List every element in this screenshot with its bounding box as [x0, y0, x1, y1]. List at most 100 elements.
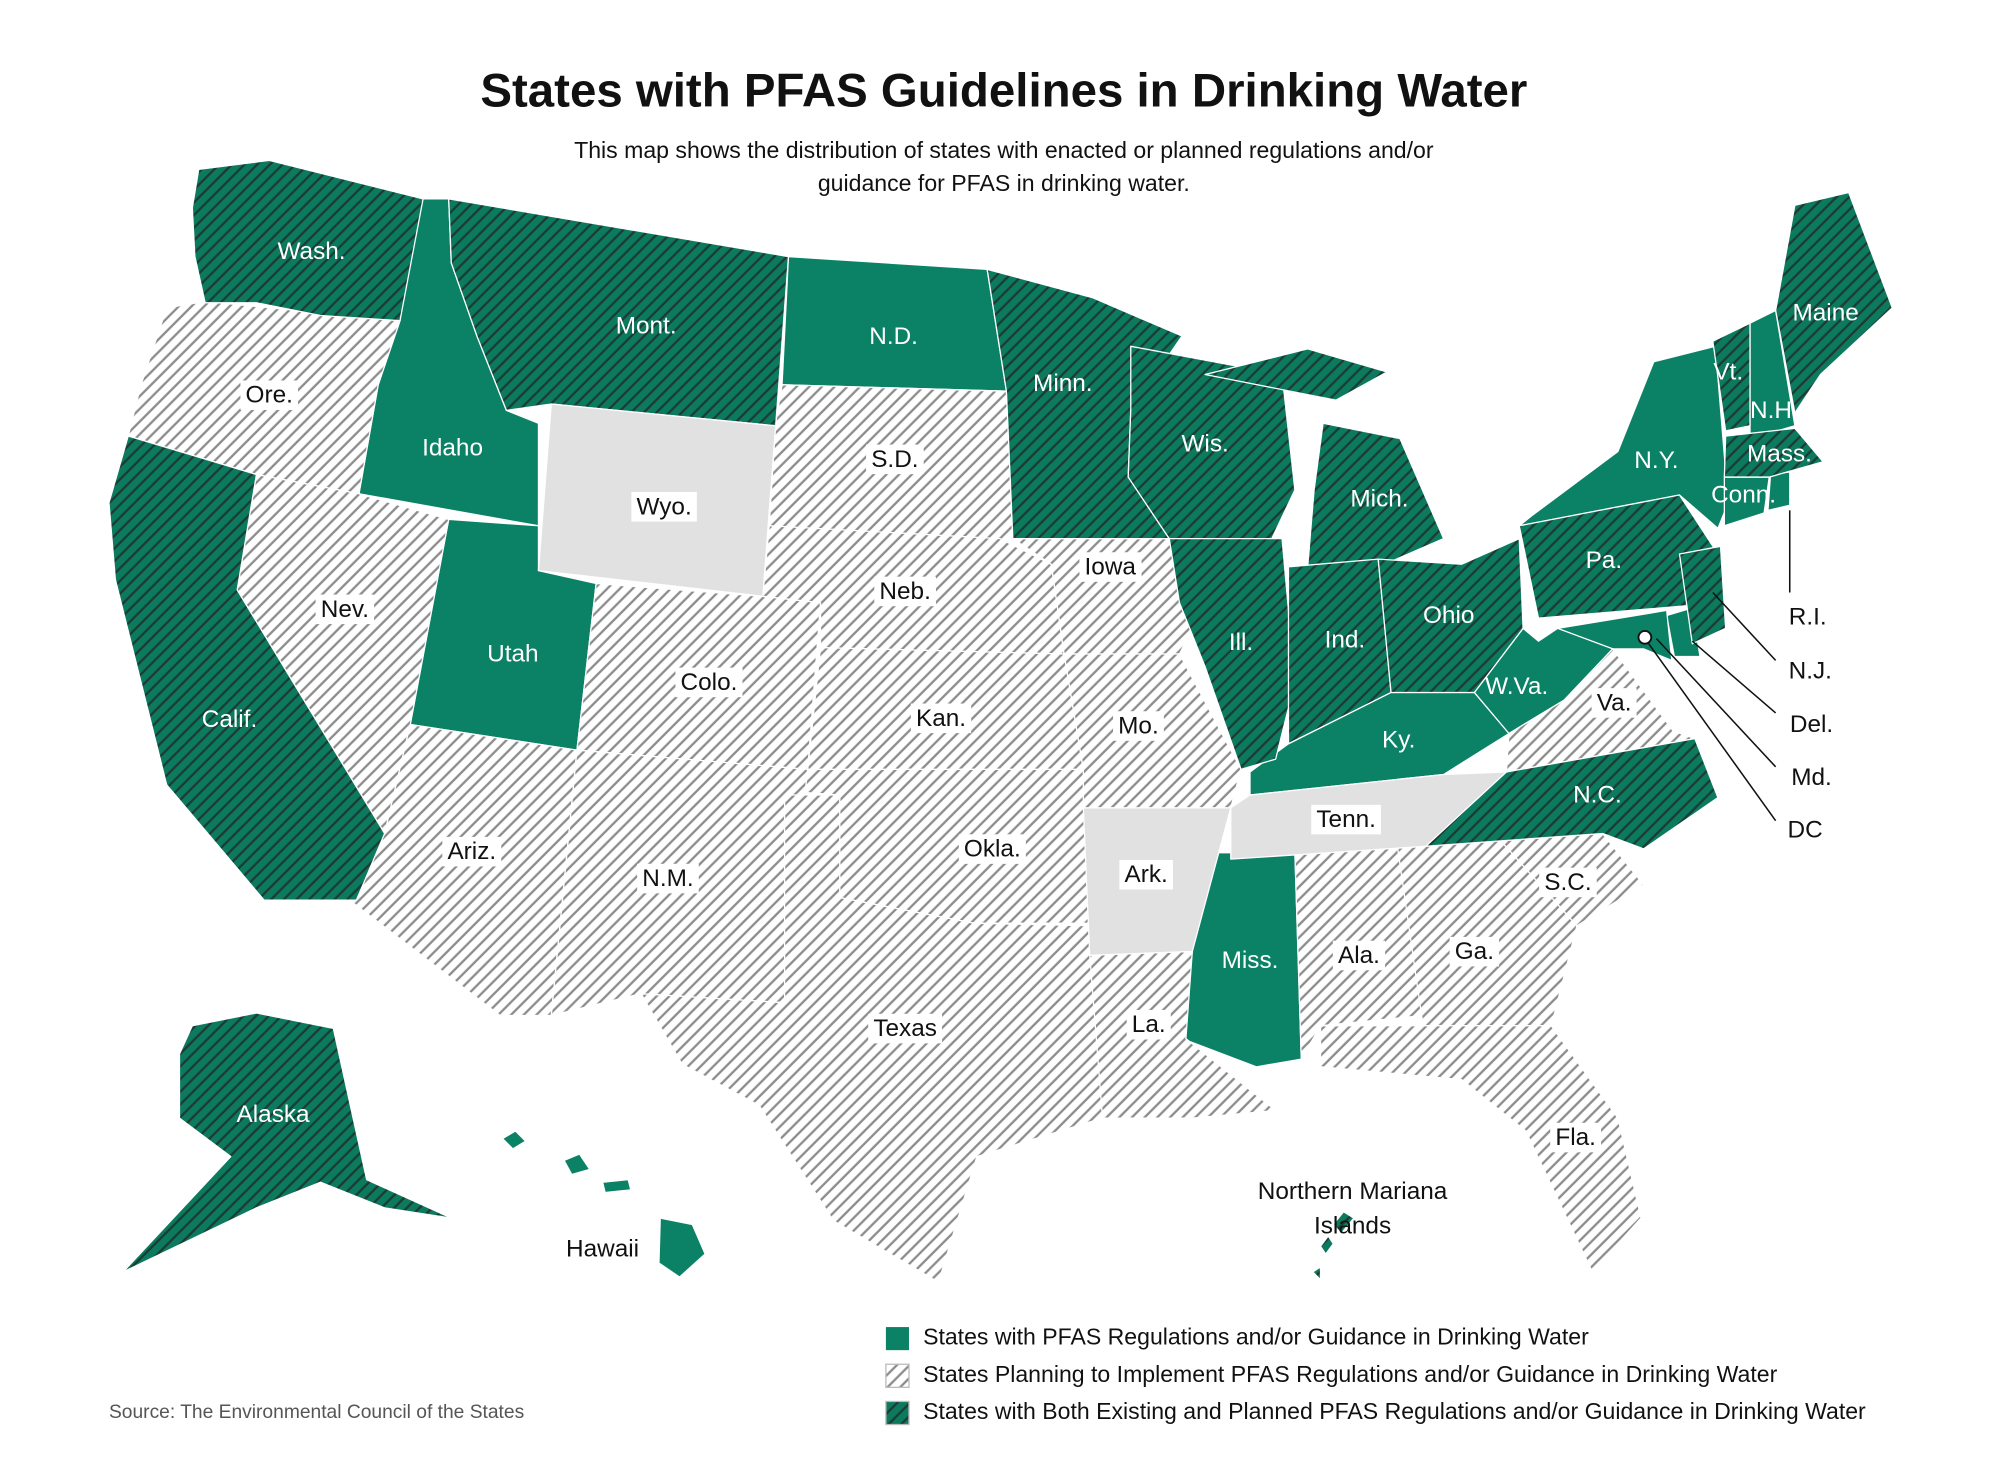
state-label: Ill. [1229, 629, 1253, 656]
state-label: N.M. [642, 865, 693, 892]
subtitle-box: This map shows the distribution of state… [574, 137, 1434, 197]
state-label: Hawaii [566, 1236, 639, 1263]
legend-label: States with PFAS Regulations and/or Guid… [923, 1324, 1589, 1350]
state-label: N.Y. [1634, 447, 1678, 474]
state-shape [501, 1130, 527, 1150]
state-shape [1518, 345, 1729, 530]
state-shape [122, 1012, 452, 1273]
state-shape [108, 435, 386, 901]
label-bg [1079, 552, 1142, 582]
state-label: Alaska [237, 1101, 311, 1128]
label-bg [1119, 859, 1173, 890]
state-label: Md. [1791, 764, 1832, 791]
label-bg [868, 1013, 943, 1044]
state-label: N.H. [1750, 397, 1799, 424]
state-label: Iowa [1085, 554, 1137, 581]
labels: Idaho Utah N.D. N.Y. N.H. Conn. R.I. Del. Md. Ky.… [202, 238, 1859, 1262]
state-label: Wyo. [636, 493, 691, 520]
state-label: Conn. [1711, 482, 1776, 509]
legend-swatch [885, 1327, 909, 1351]
state-shape [1678, 545, 1727, 645]
label-bg [874, 576, 936, 607]
state-shape [1312, 1266, 1322, 1281]
state-label: Ga. [1455, 938, 1494, 965]
state-label: Tenn. [1316, 806, 1376, 833]
state-shape [1204, 348, 1388, 401]
state-label: R.I. [1789, 604, 1827, 631]
state-label: Wis. [1181, 430, 1228, 457]
state-label: Ky. [1382, 727, 1415, 754]
state-label: Del. [1790, 711, 1833, 738]
state-shape [448, 198, 790, 427]
legend-label: States with Both Existing and Planned PF… [923, 1398, 1866, 1424]
state-label: Calif. [202, 706, 257, 733]
label-bg [866, 444, 924, 475]
state-shape [1319, 1235, 1334, 1255]
state-label: Mass. [1747, 441, 1812, 468]
callout-line [1648, 643, 1777, 822]
dc-marker [1637, 629, 1653, 645]
state-shape [1319, 1025, 1642, 1273]
state-label: Fla. [1555, 1124, 1596, 1151]
state-label: Maine [1792, 300, 1858, 327]
territory-label: Northern Mariana Islands [1257, 1178, 1448, 1240]
state-shape [1377, 537, 1524, 694]
label-bg [1449, 936, 1500, 967]
label-bg [240, 380, 299, 411]
label-bg [1113, 711, 1164, 741]
legend-swatch [885, 1363, 910, 1388]
state-label: Ariz. [447, 838, 496, 865]
state-shape [1332, 1211, 1355, 1235]
states [108, 159, 1893, 1283]
legend: States with PFAS Regulations and/or Guid… [885, 1324, 1866, 1426]
state-label: Ark. [1125, 861, 1168, 888]
state-label: Idaho [422, 434, 483, 461]
state-label: Wash. [277, 238, 345, 265]
label-bg [1126, 1009, 1171, 1040]
callout-line [1712, 591, 1777, 661]
subtitle: This map shows the distribution of state… [574, 137, 1434, 197]
label-bg [315, 594, 375, 625]
label-bg [637, 863, 699, 894]
state-label: N.C. [1573, 782, 1622, 809]
state-label: La. [1132, 1011, 1166, 1038]
label-box: Northern Mariana Islands [1257, 1178, 1448, 1240]
callout-line [1691, 640, 1777, 714]
state-shape [658, 1217, 706, 1278]
state-label: Pa. [1586, 547, 1623, 574]
state-label: Ohio [1423, 602, 1474, 629]
label-bg [1550, 1122, 1602, 1153]
label-bg [1591, 688, 1637, 718]
state-label: Ind. [1325, 627, 1366, 654]
state-label: Okla. [964, 836, 1021, 863]
state-shape [1168, 537, 1296, 771]
state-label: Miss. [1222, 947, 1279, 974]
state-label: Ala. [1338, 942, 1380, 969]
state-label: DC [1788, 816, 1823, 843]
source: Source: The Environmental Council of the… [109, 1402, 524, 1423]
label-bg [1539, 867, 1597, 898]
state-label: Texas [873, 1015, 937, 1042]
label-bg [958, 834, 1026, 864]
state-label: Vt. [1713, 359, 1743, 386]
state-label: Mo. [1118, 713, 1159, 740]
state-label: S.C. [1544, 869, 1591, 896]
label-bg [442, 836, 502, 867]
state-label: N.J. [1789, 657, 1832, 684]
label-bg [1311, 804, 1382, 835]
callout-line [1655, 638, 1777, 768]
state-label: Ore. [246, 382, 293, 409]
state-label: N.D. [869, 323, 918, 350]
state-shape [601, 1179, 632, 1194]
state-label: Neb. [879, 578, 930, 605]
state-label: W.Va. [1485, 673, 1548, 700]
state-shape [563, 1153, 591, 1176]
state-label: Mont. [616, 313, 677, 340]
label-bg [910, 703, 972, 734]
state-label: Mich. [1350, 486, 1408, 513]
state-shape [1712, 322, 1751, 432]
state-label: Colo. [681, 669, 738, 696]
